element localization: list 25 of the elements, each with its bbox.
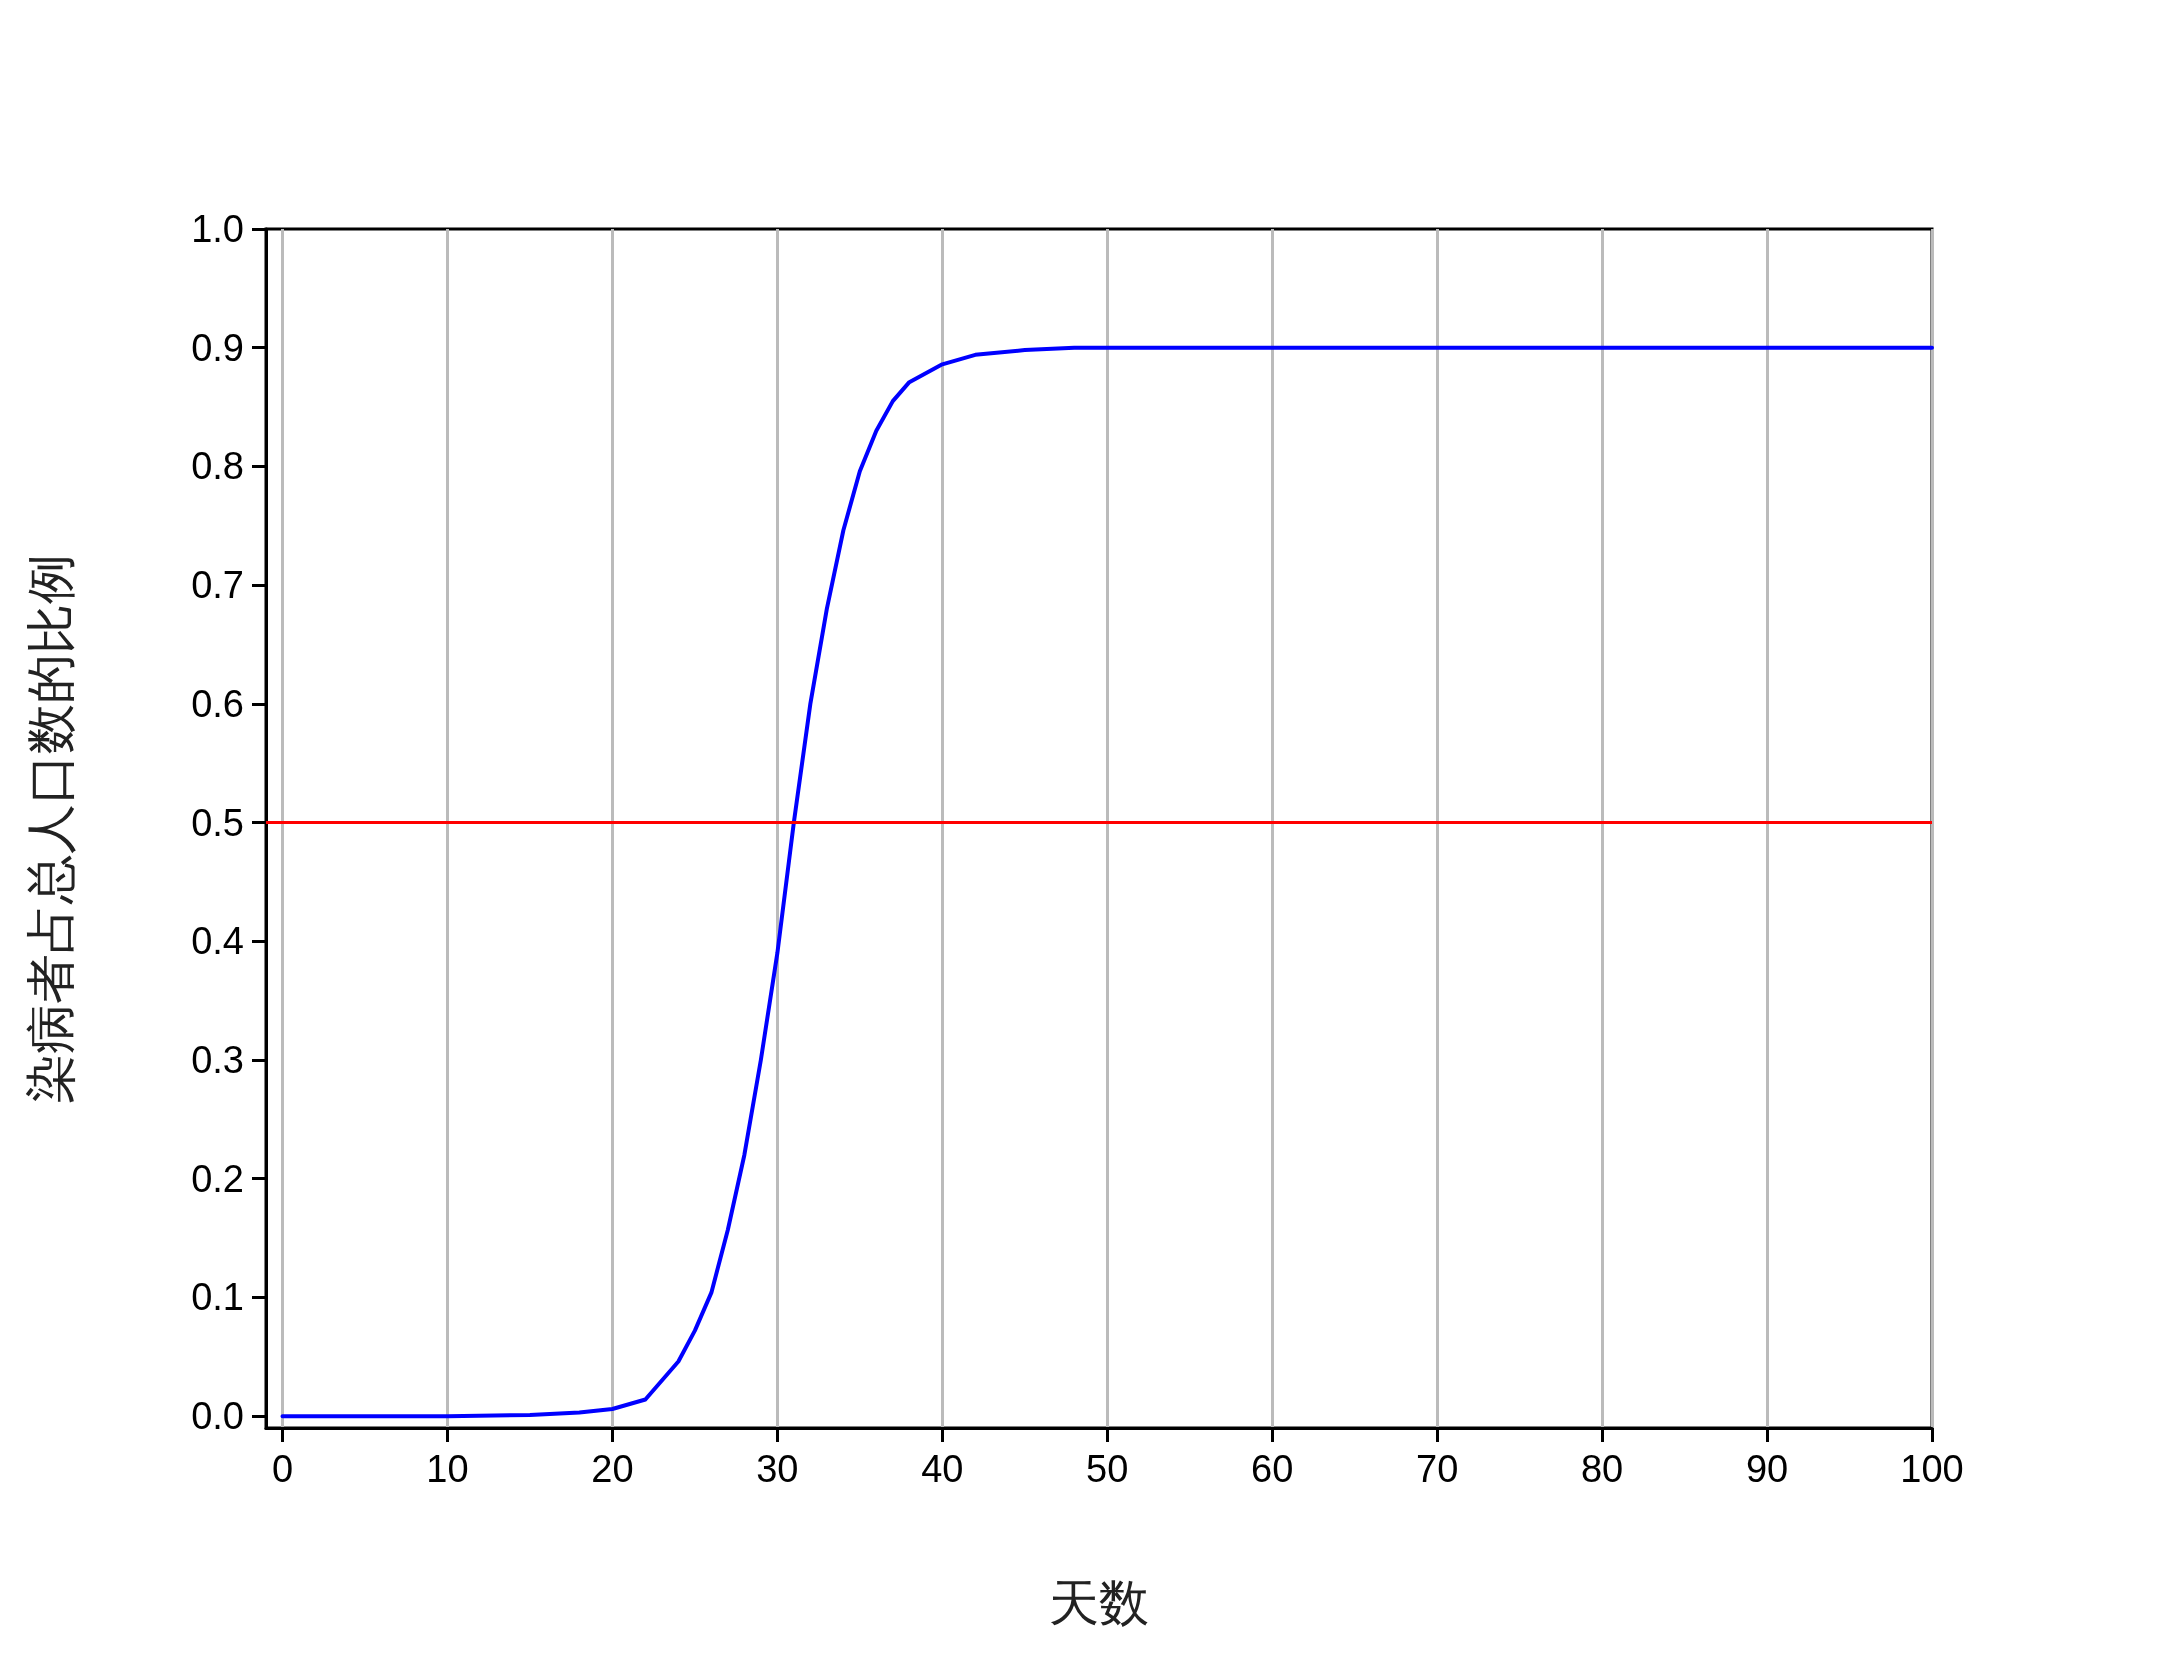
x-tick-label: 50 [1086, 1448, 1129, 1490]
y-tick-label: 0.6 [191, 682, 244, 725]
x-tick-label: 10 [426, 1448, 469, 1490]
x-tick-label: 20 [591, 1448, 634, 1490]
y-axis-title: 染病者占总人口数的比例 [22, 553, 80, 1104]
x-tick-label: 70 [1416, 1448, 1459, 1490]
x-tick-label: 40 [921, 1448, 964, 1490]
y-tick-label: 0.3 [191, 1038, 244, 1081]
x-tick-label: 80 [1580, 1448, 1624, 1490]
x-tick-label: 0 [271, 1448, 294, 1490]
x-tick-label: 30 [756, 1448, 799, 1490]
y-tick-label: 0.0 [191, 1395, 244, 1438]
line-series [280, 345, 1934, 1419]
y-tick-label: 0.5 [191, 801, 244, 844]
y-tick-label: 0.1 [191, 1276, 244, 1319]
x-tick-label: 100 [1900, 1448, 1964, 1490]
y-tick-label: 0.8 [191, 445, 244, 488]
x-axis-title: 天数 [1049, 1574, 1149, 1632]
y-tick-label: 0.2 [191, 1157, 244, 1200]
y-tick-label: 0.9 [191, 326, 244, 369]
y-tick-label: 0.4 [191, 920, 244, 963]
x-tick-label: 60 [1251, 1448, 1294, 1490]
y-tick-label: 1.0 [191, 208, 244, 250]
y-tick-label: 0.7 [191, 564, 244, 607]
x-tick-label: 90 [1745, 1448, 1789, 1490]
